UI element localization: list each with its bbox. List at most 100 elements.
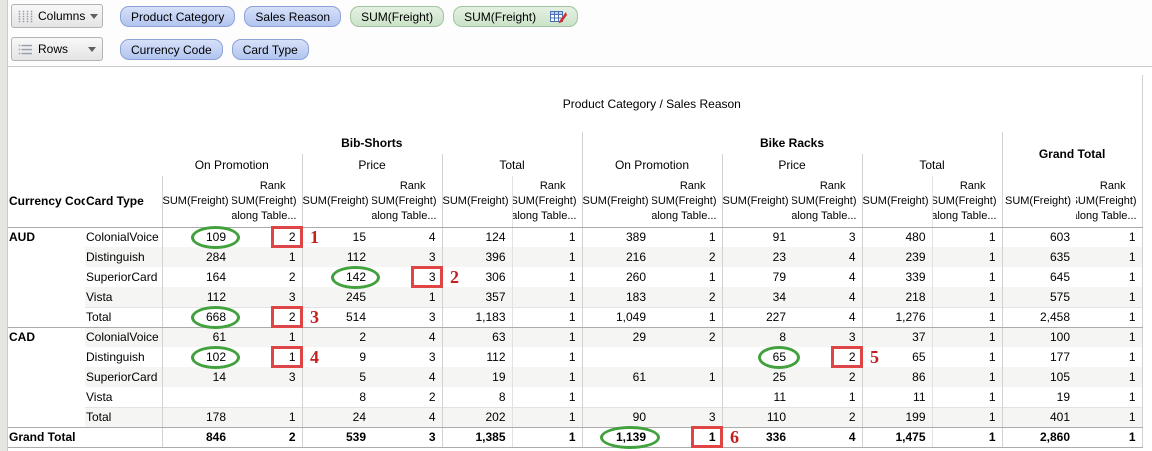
rank-value-cell[interactable] [652, 387, 722, 407]
sum-value-cell[interactable]: 61 [581, 367, 652, 387]
sum-value-cell[interactable]: 227 [721, 306, 792, 328]
rank-value-cell[interactable]: 3 [428, 270, 436, 284]
rank-value-cell[interactable]: 4 [792, 287, 862, 307]
sum-value-cell[interactable]: 603 [1001, 227, 1076, 247]
currency-code-field-label[interactable]: Currency Code [8, 176, 85, 228]
rank-value-cell[interactable]: 4 [372, 327, 442, 347]
measure-rank-header[interactable]: Rank SUM(Freight) along Table... [511, 176, 582, 228]
measure-rank-header[interactable]: Rank SUM(Freight) along Table... [652, 176, 722, 228]
sum-value-cell[interactable]: 514 [301, 306, 372, 328]
table-calculation-icon[interactable] [550, 10, 568, 24]
rank-value-cell[interactable]: 3 [372, 306, 442, 328]
rank-value-cell[interactable]: 4 [372, 406, 442, 428]
rank-value-cell[interactable]: 1 [511, 406, 582, 428]
rank-value-cell[interactable]: 1 [1076, 247, 1143, 267]
sum-value-cell[interactable]: 15 [301, 227, 372, 247]
rank-value-cell[interactable]: 2 [232, 306, 302, 328]
rank-value-cell[interactable]: 4 [848, 270, 856, 284]
pill-sales-reason[interactable]: Sales Reason [244, 6, 342, 27]
rank-value-cell[interactable]: 1 [1076, 227, 1143, 247]
sum-value-cell[interactable]: 336 [721, 427, 792, 448]
reason-header[interactable]: Total [441, 154, 582, 176]
rank-value-cell[interactable]: 1 [288, 350, 296, 364]
rank-value-cell[interactable]: 1 [931, 406, 1002, 428]
rank-value-cell[interactable]: 2 [848, 350, 856, 364]
grand-total-row-label[interactable]: Grand Total [8, 427, 162, 448]
currency-header-cell[interactable] [8, 247, 85, 267]
rank-value-cell[interactable]: 1 [511, 287, 582, 307]
sum-value-cell[interactable]: 90 [581, 406, 652, 428]
sum-value-cell[interactable]: 8 [441, 387, 512, 407]
sum-value-cell[interactable]: 37 [861, 327, 932, 347]
rank-value-cell[interactable]: 2 [428, 389, 436, 404]
sum-value-cell[interactable]: 8 [301, 387, 372, 407]
rank-value-cell[interactable]: 1 [511, 387, 582, 407]
sum-value-cell[interactable]: 63 [441, 327, 512, 347]
sum-value-cell[interactable]: 19 [441, 367, 512, 387]
cardtype-header-cell[interactable]: Vista [85, 287, 162, 307]
reason-header[interactable]: On Promotion [581, 154, 722, 176]
rank-value-cell[interactable]: 4 [792, 247, 862, 267]
rank-value-cell[interactable]: 4 [428, 230, 436, 245]
measure-rank-header[interactable]: Rank SUM(Freight) along Table... [372, 176, 442, 228]
card-type-field-label[interactable]: Card Type [85, 176, 162, 228]
rank-value-cell[interactable]: 1 [848, 389, 856, 404]
currency-header-cell[interactable] [8, 407, 85, 428]
sum-value-cell[interactable]: 24 [301, 406, 372, 428]
sum-value-cell[interactable]: 124 [441, 227, 512, 247]
rank-value-cell[interactable]: 1 [931, 247, 1002, 267]
rows-shelf-dropdown[interactable]: Rows [11, 37, 103, 61]
rank-value-cell[interactable]: 2 [652, 247, 722, 267]
rank-value-cell[interactable]: 1 [1076, 287, 1143, 307]
rank-value-cell[interactable]: 1 [511, 267, 582, 287]
pill-product-category[interactable]: Product Category [120, 6, 236, 27]
sum-value-cell[interactable]: 1,049 [581, 306, 652, 328]
sum-value-cell[interactable]: 339 [861, 267, 932, 287]
cardtype-header-cell[interactable]: SuperiorCard [85, 367, 162, 387]
sum-value-cell[interactable]: 110 [721, 406, 792, 428]
pill-card-type[interactable]: Card Type [231, 39, 309, 60]
category-header[interactable]: Bike Racks [581, 132, 1002, 154]
rank-value-cell[interactable]: 1 [652, 306, 722, 328]
sum-value-cell[interactable]: 539 [301, 427, 372, 448]
sum-value-cell[interactable]: 11 [721, 387, 792, 407]
rank-value-cell[interactable]: 1 [931, 367, 1002, 387]
sum-value-cell[interactable]: 645 [1001, 267, 1076, 287]
rank-value-cell[interactable]: 3 [372, 427, 442, 448]
sum-value-cell[interactable]: 25 [721, 367, 792, 387]
rank-value-cell[interactable]: 2 [232, 427, 302, 448]
measure-sum-header[interactable]: SUM(Freight) [441, 176, 512, 228]
currency-header-cell[interactable] [8, 387, 85, 407]
sum-value-cell[interactable]: 575 [1001, 287, 1076, 307]
sum-value-cell[interactable]: 1,475 [861, 427, 932, 448]
sum-value-cell[interactable]: 216 [581, 247, 652, 267]
sum-value-cell[interactable]: 183 [581, 287, 652, 307]
rank-value-cell[interactable]: 4 [792, 306, 862, 328]
measure-sum-header[interactable]: SUM(Freight) [581, 176, 652, 228]
cardtype-header-cell[interactable]: SuperiorCard [86, 270, 158, 284]
rank-value-cell[interactable] [232, 387, 302, 407]
sum-value-cell[interactable]: 284 [161, 247, 232, 267]
reason-header[interactable]: Price [721, 154, 862, 176]
sum-value-cell[interactable]: 1,183 [441, 306, 512, 328]
rank-value-cell[interactable]: 3 [372, 247, 442, 267]
rank-value-cell[interactable]: 1 [1076, 327, 1143, 347]
rank-value-cell[interactable]: 1 [931, 347, 1002, 367]
sum-value-cell[interactable]: 105 [1001, 367, 1076, 387]
cardtype-header-cell[interactable]: Distinguish [86, 350, 145, 364]
sum-value-cell[interactable]: 11 [861, 387, 932, 407]
cardtype-header-cell[interactable]: ColonialVoice [85, 327, 162, 347]
currency-header-cell[interactable]: CAD [9, 330, 35, 345]
rank-value-cell[interactable]: 1 [931, 327, 1002, 347]
sum-value-cell[interactable]: 202 [441, 406, 512, 428]
sum-value-cell[interactable] [581, 387, 652, 407]
rank-value-cell[interactable]: 1 [372, 287, 442, 307]
sum-value-cell[interactable]: 19 [1001, 387, 1076, 407]
rank-value-cell[interactable]: 1 [1076, 406, 1143, 428]
measure-sum-header[interactable]: SUM(Freight) [861, 176, 932, 228]
rank-value-cell[interactable]: 1 [511, 306, 582, 328]
rank-value-cell[interactable]: 2 [288, 270, 296, 284]
sum-value-cell[interactable]: 91 [721, 227, 792, 247]
sum-value-cell[interactable]: 34 [721, 287, 792, 307]
rank-value-cell[interactable]: 1 [652, 367, 722, 387]
